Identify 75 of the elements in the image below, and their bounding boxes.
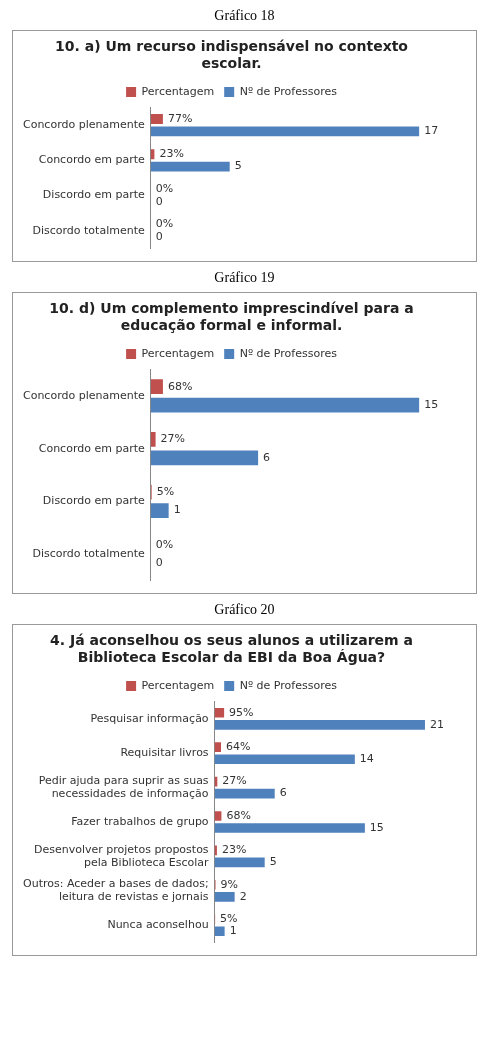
bar — [150, 503, 169, 518]
y-tick-label: Concordo em parte — [38, 153, 145, 167]
data-label: 0% — [155, 537, 174, 551]
data-label: 23% — [221, 843, 247, 857]
chart-title: 4. Já aconselhou os seus alunos a utilizarem a Biblioteca Escolar da EBI da Boa Água? — [50, 632, 413, 665]
y-tick-label: Pesquisar informação — [90, 711, 209, 725]
chart-title: 10. a) Um recurso indispensável no contexto escolar. — [55, 38, 409, 71]
bar — [150, 432, 156, 447]
bar — [150, 114, 163, 124]
legend-label: Nº de Professores — [239, 678, 338, 692]
bar — [214, 742, 222, 752]
legend-label: Nº de Professores — [239, 346, 338, 360]
data-label: 14 — [359, 752, 374, 766]
text: Gráfico 20 — [213, 602, 276, 618]
data-label: 1 — [229, 924, 237, 938]
data-label: 15 — [369, 820, 384, 834]
y-tick-label: Concordo plenamente — [22, 118, 145, 132]
y-tick-label: Concordo plenamente — [22, 388, 145, 402]
data-label: 6 — [263, 450, 271, 464]
y-tick-label: Discordo em parte — [42, 188, 145, 202]
data-label: 27% — [222, 774, 247, 788]
data-label: 0 — [155, 556, 163, 570]
data-label: 5% — [220, 912, 238, 926]
data-label: 6 — [279, 786, 287, 800]
bar — [214, 857, 265, 868]
bar — [150, 126, 420, 137]
data-label: 1 — [173, 503, 181, 517]
data-label: 95% — [229, 705, 254, 719]
bar — [150, 161, 230, 172]
bar — [214, 720, 425, 730]
y-tick-label: Desenvolver projetos propostos pela Biblioteca Escolar — [34, 842, 210, 869]
data-label: 15 — [424, 398, 439, 412]
data-label: 23% — [159, 147, 184, 161]
data-label: 5% — [156, 484, 175, 498]
y-tick-label: Nunca aconselhou — [107, 918, 209, 932]
legend-label: Percentagem — [141, 678, 215, 692]
text: Gráfico 18 — [213, 8, 276, 24]
legend-label: Nº de Professores — [239, 84, 338, 98]
data-label: 68% — [167, 379, 193, 393]
bar — [214, 823, 365, 833]
y-tick-label: Outros: Aceder a bases de dados; leitura de revistas e jornais — [23, 877, 209, 904]
data-label: 9% — [220, 877, 238, 891]
data-label: 0 — [155, 194, 163, 208]
data-label: 64% — [226, 740, 251, 754]
data-label: 77% — [167, 111, 193, 125]
bar — [214, 754, 355, 765]
data-label: 0% — [155, 182, 174, 196]
y-tick-label: Discordo em parte — [42, 494, 145, 508]
legend-label: Percentagem — [141, 84, 215, 98]
data-label: 27% — [160, 432, 186, 446]
y-tick-label: Discordo totalmente — [32, 546, 145, 560]
y-tick-label: Discordo totalmente — [32, 223, 145, 237]
bar — [214, 811, 222, 821]
y-tick-label: Pedir ajuda para suprir as suas necessidades de informação — [38, 773, 209, 801]
y-tick-label: Requisitar livros — [120, 746, 209, 760]
y-tick-label: Concordo em parte — [38, 441, 145, 455]
data-label: 5 — [234, 159, 242, 173]
data-label: 5 — [269, 855, 277, 869]
data-label: 0 — [155, 229, 163, 243]
bar — [150, 450, 259, 466]
data-label: 17 — [424, 124, 439, 138]
data-label: 21 — [429, 717, 444, 731]
bar — [214, 707, 225, 718]
data-label: 2 — [239, 889, 247, 903]
bar — [150, 379, 163, 395]
data-label: 0% — [155, 217, 174, 231]
legend-label: Percentagem — [141, 346, 215, 360]
text: Gráfico 19 — [213, 270, 276, 286]
bar — [214, 926, 225, 937]
data-label: 68% — [226, 808, 251, 822]
bar — [214, 788, 275, 799]
bar — [150, 397, 420, 413]
chart-title: 10. d) Um complemento imprescindível para a educação formal e informal. — [49, 300, 414, 333]
bar — [214, 892, 235, 902]
y-tick-label: Fazer trabalhos de grupo — [71, 814, 209, 828]
